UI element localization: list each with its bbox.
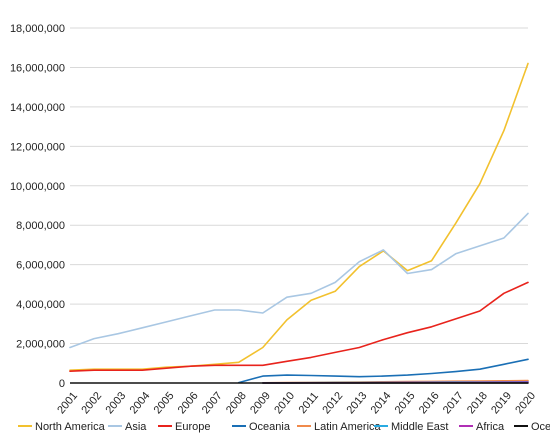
legend-label: Latin America <box>314 421 382 433</box>
x-tick-label: 2012 <box>320 390 345 416</box>
x-tick-label: 2001 <box>55 390 80 416</box>
legend-label: Asia <box>125 421 147 433</box>
y-tick-label: 14,000,000 <box>10 102 65 114</box>
series-line-1 <box>69 212 529 349</box>
x-tick-label: 2014 <box>369 390 394 416</box>
legend-label: Europe <box>175 421 210 433</box>
x-tick-label: 2017 <box>441 390 466 416</box>
legend-label: North America <box>35 421 106 433</box>
y-tick-label: 4,000,000 <box>16 299 65 311</box>
y-axis-ticks: 0 2,000,000 4,000,000 6,000,000 8,000,000 10,… <box>10 23 65 390</box>
y-tick-label: 2,000,000 <box>16 339 65 351</box>
x-tick-label: 2010 <box>272 390 297 416</box>
y-tick-label: 0 <box>59 378 65 390</box>
series-line-0 <box>69 62 529 371</box>
x-tick-label: 2009 <box>248 390 273 416</box>
x-tick-label: 2006 <box>176 390 201 416</box>
series-lines <box>69 62 529 384</box>
x-tick-label: 2015 <box>393 390 418 416</box>
gridlines <box>70 27 528 345</box>
x-tick-label: 2019 <box>489 390 514 416</box>
legend-label: Oceania <box>249 421 291 433</box>
x-tick-label: 2008 <box>224 390 249 416</box>
y-tick-label: 12,000,000 <box>10 141 65 153</box>
x-tick-label: 2005 <box>152 390 177 416</box>
x-tick-label: 2016 <box>417 390 442 416</box>
x-tick-label: 2004 <box>128 390 153 416</box>
legend: North America Asia Europe Oceania Latin Amer… <box>18 421 550 433</box>
x-tick-label: 2018 <box>465 390 490 416</box>
series-line-3 <box>237 358 529 384</box>
legend-label: Oceania <box>531 421 550 433</box>
x-axis-ticks: 2001 2002 2003 2004 2005 2006 2007 2008 2009 2010… <box>55 390 538 416</box>
y-tick-label: 18,000,000 <box>10 23 65 35</box>
legend-label: Africa <box>476 421 505 433</box>
y-tick-label: 8,000,000 <box>16 220 65 232</box>
series-line-2 <box>69 281 529 372</box>
y-tick-label: 16,000,000 <box>10 62 65 74</box>
y-tick-label: 6,000,000 <box>16 260 65 272</box>
x-tick-label: 2020 <box>513 390 538 416</box>
x-tick-label: 2003 <box>103 390 128 416</box>
x-tick-label: 2002 <box>79 390 104 416</box>
x-tick-label: 2013 <box>344 390 369 416</box>
x-tick-label: 2007 <box>200 390 225 416</box>
x-tick-label: 2011 <box>297 390 321 416</box>
y-tick-label: 10,000,000 <box>10 181 65 193</box>
legend-label: Middle East <box>391 421 448 433</box>
